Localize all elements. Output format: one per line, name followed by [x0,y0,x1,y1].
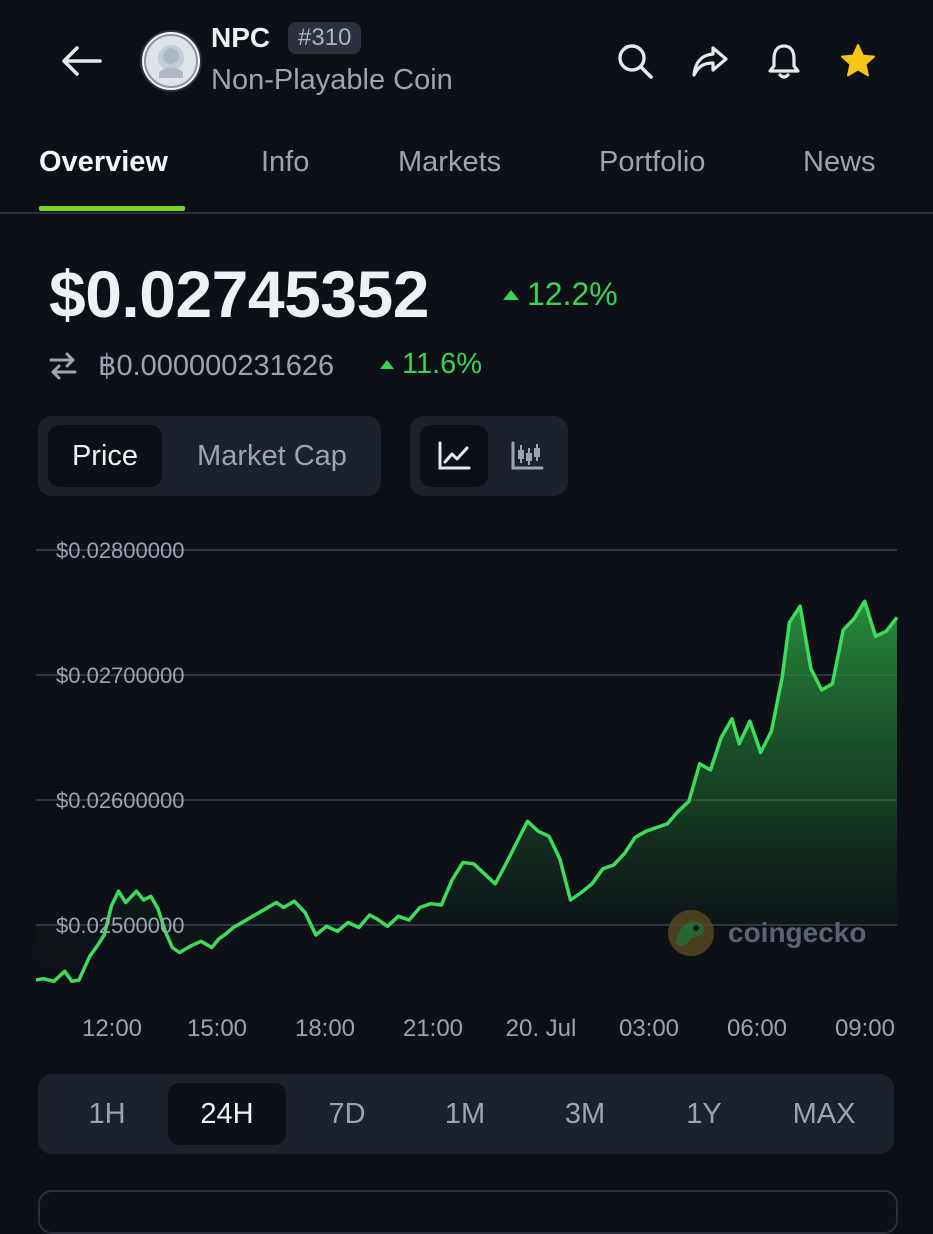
line-chart-button[interactable] [420,425,488,487]
price-change-btc-value: 11.6% [402,348,483,380]
x-tick-label: 09:00 [835,1015,895,1042]
favorite-button[interactable] [835,38,881,84]
y-tick-label: $0.02600000 [56,788,184,813]
range-1m[interactable]: 1M [444,1097,486,1130]
price-line [35,599,899,984]
coin-name: Non-Playable Coin [211,64,453,96]
x-tick-label: 18:00 [295,1015,355,1042]
candlestick-chart-icon [511,441,544,470]
alert-button[interactable] [761,38,807,84]
search-button[interactable] [612,38,658,84]
coin-logo [140,30,202,92]
price-usd: $0.02745352 [49,257,429,331]
y-tick-label: $0.02700000 [56,663,184,688]
tab-markets[interactable]: Markets [398,146,502,178]
search-icon [618,44,653,79]
rank-badge: #310 [288,22,362,54]
price-chart[interactable]: $0.02800000 $0.02700000 $0.02600000 $0.0250… [0,540,933,1060]
share-icon [692,46,728,77]
currency-swap-button[interactable] [46,348,80,384]
watermark-text: coingecko [728,917,867,948]
tab-portfolio[interactable]: Portfolio [599,146,706,178]
x-tick-label: 12:00 [82,1015,142,1042]
price-btc: ฿0.000000231626 [98,350,335,382]
metric-toggle: Price Market Cap [38,416,381,496]
x-tick-label: 15:00 [187,1015,247,1042]
gecko-logo-icon [668,910,714,956]
tab-bar: Overview Info Markets Portfolio News [0,140,933,214]
time-range-selector: 1H 24H 7D 1M 3M 1Y MAX [38,1074,894,1154]
bell-icon [768,44,800,79]
coin-symbol: NPC [211,22,271,53]
range-24h[interactable]: 24H [168,1083,286,1145]
back-button[interactable] [52,36,108,86]
coingecko-watermark: coingecko [668,910,866,956]
price-change-usd: 12.2% [503,276,618,313]
y-tick-label: $0.02800000 [56,540,184,563]
x-tick-label: 20. Jul [506,1015,577,1042]
price-change-usd-value: 12.2% [527,276,618,312]
next-card [38,1190,898,1234]
swap-icon [49,352,77,380]
line-chart-icon [438,441,471,470]
tab-info[interactable]: Info [261,146,310,178]
range-3m[interactable]: 3M [564,1097,606,1130]
x-tick-label: 21:00 [403,1015,463,1042]
up-arrow-icon [380,360,394,369]
tab-overview[interactable]: Overview [39,146,168,178]
star-icon [841,44,875,77]
x-tick-label: 06:00 [727,1015,787,1042]
range-1h[interactable]: 1H [88,1097,126,1130]
range-max[interactable]: MAX [792,1097,856,1130]
range-1y[interactable]: 1Y [686,1097,722,1130]
share-button[interactable] [687,38,733,84]
chart-type-toggle [410,416,568,496]
candlestick-chart-button[interactable] [494,425,560,487]
range-7d[interactable]: 7D [328,1097,366,1130]
up-arrow-icon [503,289,519,300]
active-tab-indicator [39,206,185,211]
price-area [36,601,897,982]
price-change-btc: 11.6% [380,348,482,381]
tab-news[interactable]: News [803,146,876,178]
market-cap-toggle-button[interactable]: Market Cap [197,439,347,472]
x-tick-label: 03:00 [619,1015,679,1042]
back-arrow-icon [62,46,102,76]
price-toggle-button[interactable]: Price [48,425,162,487]
y-tick-label: $0.02500000 [56,913,184,938]
